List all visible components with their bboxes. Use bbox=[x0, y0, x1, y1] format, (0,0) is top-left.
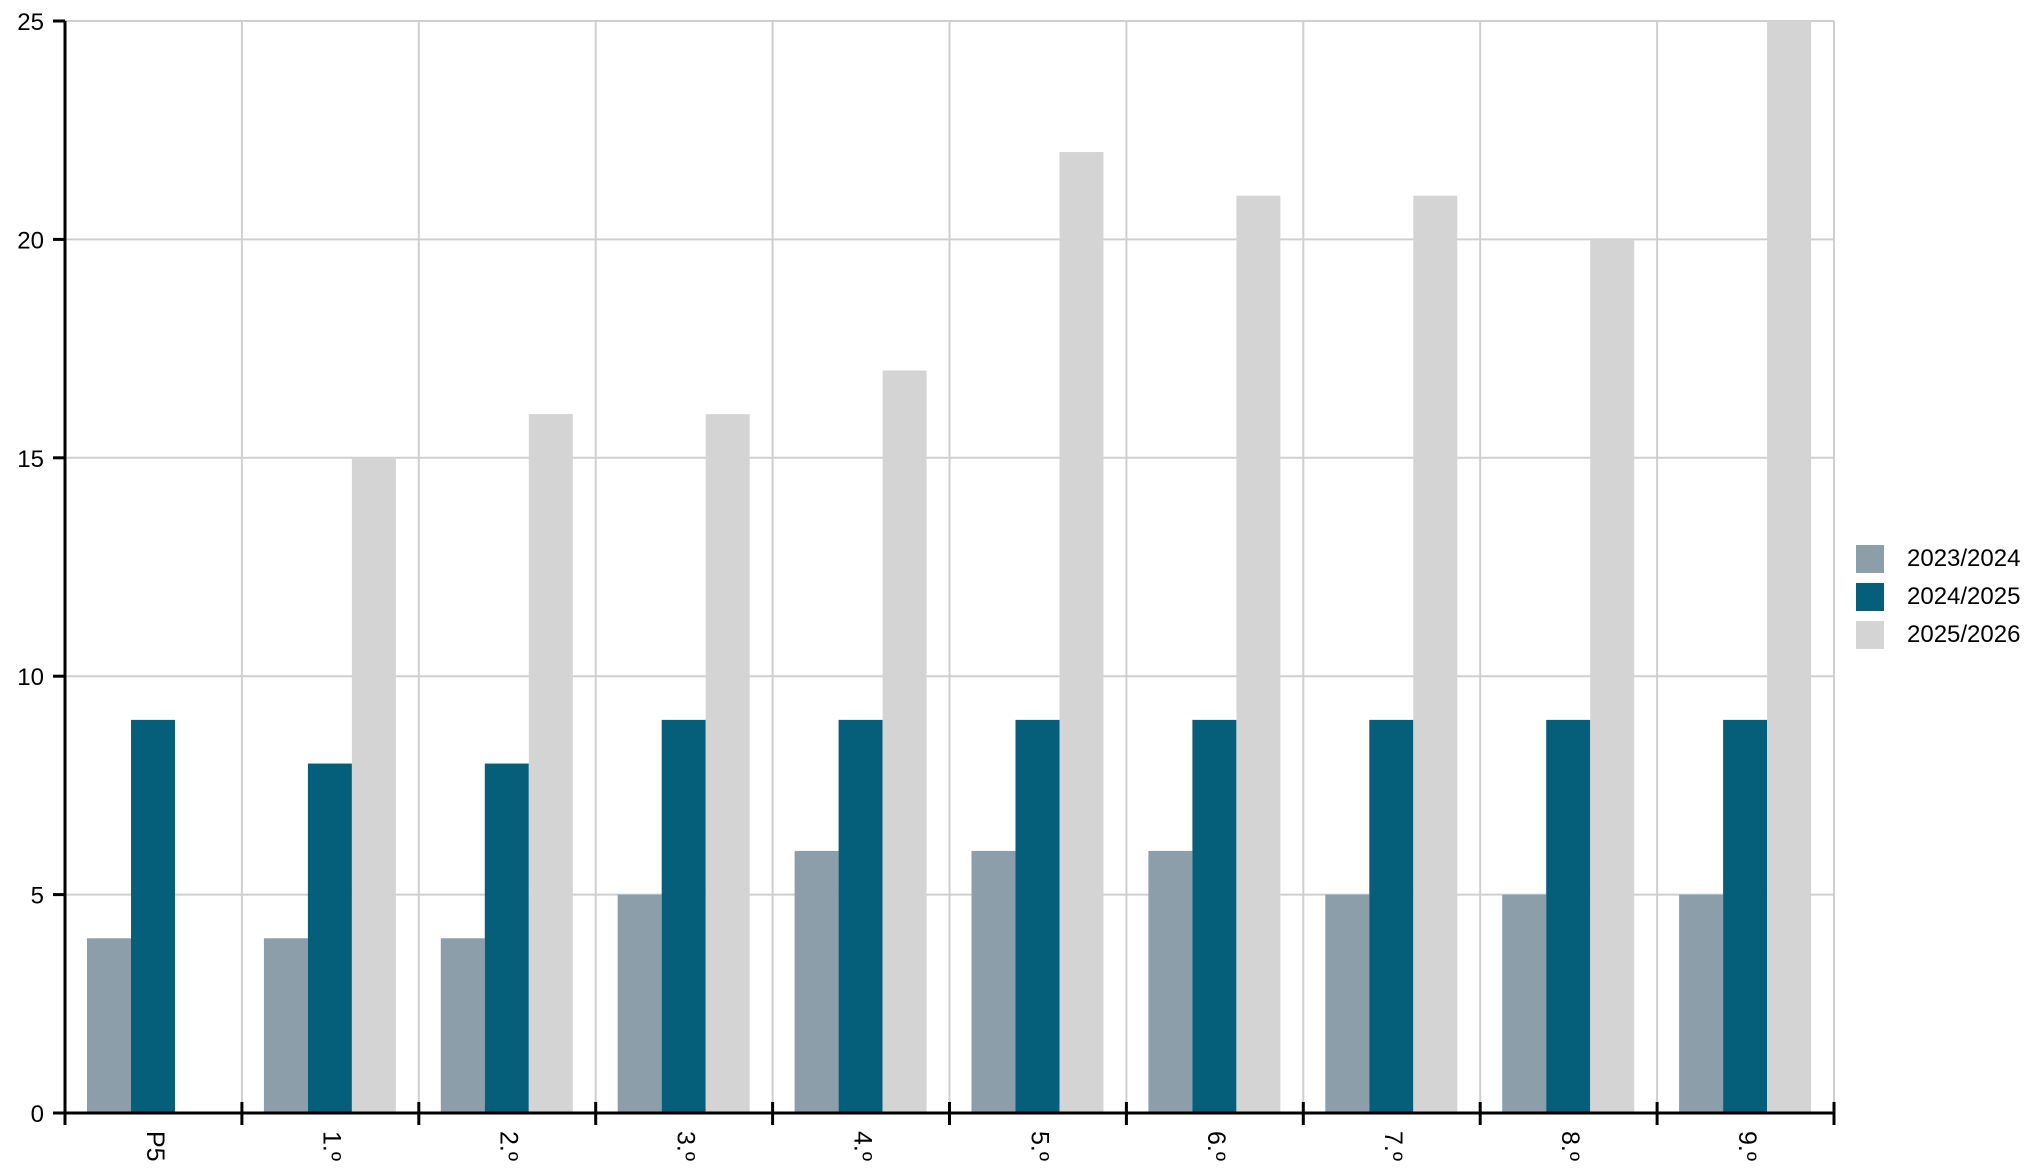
bar-2023-2024-5 bbox=[971, 850, 1016, 1113]
legend-label-2024-2025: 2024/2025 bbox=[1907, 583, 2021, 610]
axes-layer bbox=[53, 19, 1836, 1125]
bar-2025-2026-6 bbox=[1236, 195, 1281, 1114]
bar-2024-2025-7 bbox=[1369, 719, 1414, 1113]
x-tick-label-8: 8.º bbox=[1556, 1131, 1584, 1161]
bar-2024-2025-6 bbox=[1192, 719, 1237, 1113]
grid-layer bbox=[64, 20, 1835, 1114]
bar-2023-2024-4 bbox=[794, 850, 839, 1113]
bar-2025-2026-7 bbox=[1413, 195, 1458, 1114]
bar-2024-2025-8 bbox=[1546, 719, 1591, 1113]
bar-2025-2026-2 bbox=[528, 414, 573, 1113]
bar-2024-2025-9 bbox=[1723, 719, 1768, 1113]
legend-label-2025-2026: 2025/2026 bbox=[1907, 621, 2021, 648]
bar-2025-2026-3 bbox=[705, 414, 750, 1113]
bar-2024-2025-2 bbox=[484, 763, 529, 1113]
bar-2023-2024-8 bbox=[1502, 894, 1547, 1113]
x-tick-label-2: 2.º bbox=[495, 1131, 523, 1161]
x-tick-label-7: 7.º bbox=[1379, 1131, 1407, 1161]
legend-item-2024-2025: 2024/2025 bbox=[1856, 579, 2036, 615]
x-tick-label-9: 9.º bbox=[1733, 1131, 1761, 1161]
bars-layer bbox=[87, 21, 1812, 1114]
legend: 2023/2024 2024/2025 2025/2026 bbox=[1856, 541, 2036, 655]
bar-2025-2026-5 bbox=[1059, 152, 1104, 1114]
bar-2025-2026-8 bbox=[1590, 239, 1635, 1113]
bar-2024-2025-4 bbox=[838, 719, 883, 1113]
legend-swatch-2025-2026 bbox=[1856, 621, 1884, 649]
labels-layer: 0 5 10 15 20 25 P5 1.º 2.º 3.º 4.º 5.º 6.º 7.º 8.º 9.º bbox=[17, 9, 1761, 1162]
x-tick-label-4: 4.º bbox=[848, 1131, 876, 1161]
legend-item-2025-2026: 2025/2026 bbox=[1856, 617, 2036, 653]
bar-2023-2024-9 bbox=[1679, 894, 1724, 1113]
x-tick-label-1: 1.º bbox=[318, 1131, 346, 1161]
legend-item-2023-2024: 2023/2024 bbox=[1856, 541, 2036, 577]
bar-2024-2025-1 bbox=[307, 763, 352, 1113]
bar-2024-2025-3 bbox=[661, 719, 706, 1113]
bar-2025-2026-9 bbox=[1767, 21, 1812, 1113]
x-tick-label-6: 6.º bbox=[1202, 1131, 1230, 1161]
bar-2024-2025-p5 bbox=[131, 719, 175, 1113]
bar-2024-2025-5 bbox=[1015, 719, 1060, 1113]
legend-swatch-2024-2025 bbox=[1856, 583, 1884, 611]
y-tick-label-5: 5 bbox=[31, 883, 44, 910]
x-tick-label-p5: P5 bbox=[141, 1131, 169, 1162]
y-tick-label-20: 20 bbox=[17, 227, 44, 254]
x-tick-label-5: 5.º bbox=[1025, 1131, 1053, 1161]
y-tick-label-10: 10 bbox=[17, 664, 44, 691]
bar-2023-2024-6 bbox=[1148, 850, 1193, 1113]
y-tick-label-15: 15 bbox=[17, 446, 44, 473]
x-tick-label-3: 3.º bbox=[672, 1131, 700, 1161]
y-tick-label-25: 25 bbox=[17, 9, 44, 36]
legend-swatch-2023-2024 bbox=[1856, 545, 1884, 573]
bar-2023-2024-3 bbox=[617, 894, 662, 1113]
y-tick-label-0: 0 bbox=[31, 1101, 44, 1128]
bar-2025-2026-1 bbox=[351, 457, 396, 1113]
legend-label-2023-2024: 2023/2024 bbox=[1907, 545, 2021, 572]
bar-2023-2024-1 bbox=[263, 938, 308, 1113]
bar-2023-2024-7 bbox=[1325, 894, 1370, 1113]
bar-2023-2024-2 bbox=[440, 938, 485, 1113]
bar-2025-2026-4 bbox=[882, 370, 927, 1113]
bar-2023-2024-p5 bbox=[87, 938, 131, 1113]
